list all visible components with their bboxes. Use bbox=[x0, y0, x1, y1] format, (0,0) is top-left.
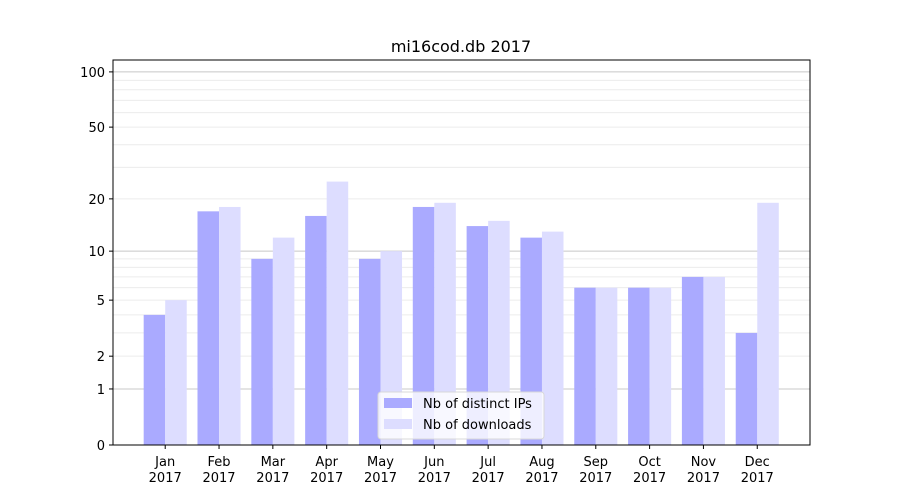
x-tick-label-month: Apr bbox=[315, 455, 338, 470]
x-tick-label-month: Jan bbox=[154, 455, 175, 470]
y-tick-label: 0 bbox=[97, 439, 105, 454]
bar-distinct-ips bbox=[412, 206, 435, 445]
x-tick-label-year: 2017 bbox=[310, 471, 343, 486]
x-tick-label-year: 2017 bbox=[633, 471, 666, 486]
x-tick-label-month: Mar bbox=[261, 455, 286, 470]
bar-downloads bbox=[219, 206, 241, 445]
legend-swatch bbox=[384, 398, 412, 408]
x-tick-label-year: 2017 bbox=[741, 471, 774, 486]
bar-distinct-ips bbox=[197, 211, 220, 445]
bar-downloads bbox=[165, 300, 187, 445]
legend: Nb of distinct IPs Nb of downloads bbox=[377, 391, 545, 440]
x-tick-label-year: 2017 bbox=[364, 471, 397, 486]
x-tick-label-month: May bbox=[367, 455, 394, 470]
legend-label: Nb of distinct IPs bbox=[423, 397, 532, 412]
x-tick-label-month: Feb bbox=[208, 455, 231, 470]
bar-downloads bbox=[703, 276, 725, 445]
bar-downloads bbox=[541, 231, 564, 445]
bar-downloads bbox=[272, 237, 295, 445]
legend-box bbox=[377, 391, 545, 440]
plot-frame bbox=[112, 59, 811, 446]
bar-distinct-ips bbox=[466, 226, 489, 445]
bar-distinct-ips bbox=[574, 287, 596, 445]
x-tick-label-year: 2017 bbox=[579, 471, 612, 486]
bar-downloads bbox=[757, 202, 779, 445]
legend-label: Nb of downloads bbox=[423, 418, 532, 433]
x-tick-label-month: Jun bbox=[423, 455, 444, 470]
legend-swatch bbox=[384, 419, 412, 429]
x-tick-label-year: 2017 bbox=[418, 471, 451, 486]
bars bbox=[143, 181, 779, 445]
x-tick-label-month: Aug bbox=[529, 455, 554, 470]
x-tick-label-month: Dec bbox=[745, 455, 770, 470]
bar-distinct-ips bbox=[358, 258, 381, 445]
bar-downloads bbox=[488, 220, 510, 445]
chart-title: mi16cod.db 2017 bbox=[391, 37, 531, 56]
x-tick-label-year: 2017 bbox=[149, 471, 182, 486]
y-tick-label: 20 bbox=[88, 193, 105, 208]
bar-distinct-ips bbox=[628, 287, 650, 445]
axes: Jan2017Feb2017Mar2017Apr2017May2017Jun20… bbox=[80, 59, 811, 486]
x-tick-label-year: 2017 bbox=[687, 471, 720, 486]
bar-distinct-ips bbox=[251, 258, 273, 445]
x-tick-label-month: Jul bbox=[479, 455, 496, 470]
bar-downloads bbox=[649, 287, 672, 445]
x-tick-label-year: 2017 bbox=[472, 471, 505, 486]
x-tick-label-year: 2017 bbox=[525, 471, 558, 486]
bar-distinct-ips bbox=[305, 215, 327, 445]
bar-distinct-ips bbox=[681, 276, 704, 445]
y-tick-label: 50 bbox=[88, 121, 105, 136]
y-tick-label: 1 bbox=[97, 383, 105, 398]
y-tick-label: 10 bbox=[88, 245, 105, 260]
y-tick-label: 5 bbox=[97, 294, 105, 309]
bar-distinct-ips bbox=[735, 332, 758, 445]
bar-downloads bbox=[434, 202, 456, 445]
x-tick-label-year: 2017 bbox=[202, 471, 235, 486]
x-tick-label-month: Sep bbox=[584, 455, 609, 470]
x-tick-label-month: Oct bbox=[638, 455, 660, 470]
x-tick-label-year: 2017 bbox=[256, 471, 289, 486]
y-tick-label: 2 bbox=[97, 350, 105, 365]
bar-downloads bbox=[326, 181, 349, 445]
bar-distinct-ips bbox=[143, 314, 166, 445]
x-tick-label-month: Nov bbox=[691, 455, 717, 470]
y-tick-label: 100 bbox=[80, 66, 105, 81]
bar-downloads bbox=[595, 287, 618, 445]
